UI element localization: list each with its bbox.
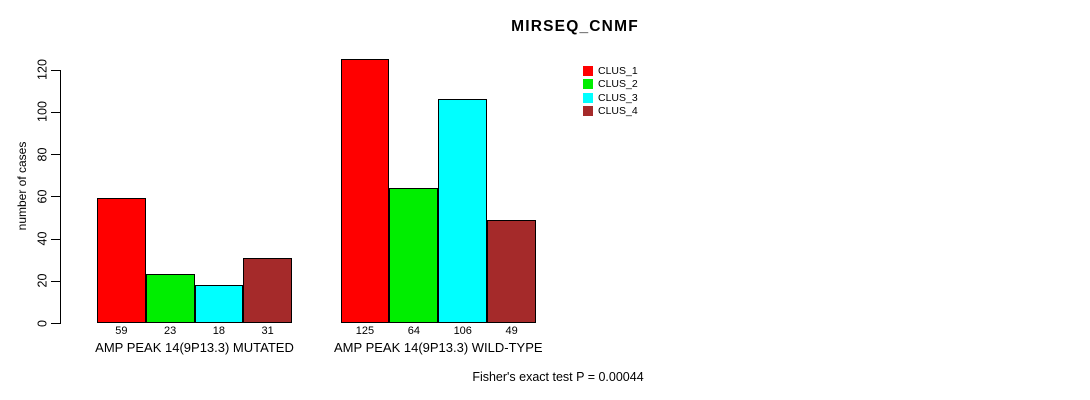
- legend-item: CLUS_4: [583, 106, 638, 116]
- y-axis-tick-label: 80: [35, 147, 50, 162]
- bar: [340, 59, 390, 323]
- fisher-test-annotation: Fisher's exact test P = 0.00044: [472, 370, 644, 384]
- y-axis-tick: [51, 238, 60, 240]
- legend-item: CLUS_2: [583, 78, 638, 91]
- bar-value-label: 49: [505, 325, 518, 337]
- y-axis-tick: [51, 280, 60, 282]
- y-axis-tick-label: 120: [35, 59, 50, 81]
- bar: [194, 285, 244, 323]
- legend-swatch-icon: [583, 92, 593, 103]
- legend-swatch-icon: [583, 79, 593, 90]
- bar-value-label: 59: [115, 325, 128, 337]
- legend-swatch-icon: [583, 105, 593, 116]
- group-label: AMP PEAK 14(9P13.3) WILD-TYPE: [334, 340, 543, 355]
- bar-value-label: 64: [407, 325, 420, 337]
- bar-value-label: 106: [453, 325, 472, 337]
- y-axis-tick-label: 0: [35, 319, 50, 327]
- legend: CLUS_1 CLUS_2 CLUS_3 CLUS_4: [583, 66, 638, 119]
- chart-title: MIRSEQ_CNMF: [511, 18, 639, 35]
- legend-label: CLUS_3: [598, 91, 638, 104]
- y-axis-label: number of cases: [15, 141, 29, 231]
- legend-label: CLUS_4: [598, 104, 638, 117]
- y-axis-tick: [51, 323, 60, 324]
- bar: [145, 274, 195, 323]
- y-axis-line: [60, 69, 61, 324]
- legend-item: CLUS_3: [583, 91, 638, 104]
- legend-item: CLUS_1: [583, 66, 638, 76]
- bar: [438, 99, 488, 323]
- y-axis-tick: [51, 69, 60, 71]
- y-axis-tick-label: 100: [35, 101, 50, 123]
- group-label: AMP PEAK 14(9P13.3) MUTATED: [95, 340, 294, 355]
- bar-value-label: 31: [261, 325, 274, 337]
- y-axis-tick: [51, 154, 60, 156]
- bar-value-label: 23: [164, 325, 177, 337]
- bar: [389, 187, 439, 323]
- y-axis-tick: [51, 196, 60, 198]
- legend-swatch-icon: [583, 66, 593, 76]
- y-axis-tick-label: 40: [35, 231, 50, 246]
- bar: [487, 219, 537, 323]
- bar-value-label: 125: [355, 325, 375, 337]
- y-axis-tick-label: 20: [35, 273, 50, 288]
- y-axis-tick-label: 60: [35, 189, 50, 204]
- bar-value-label: 18: [212, 325, 225, 337]
- y-axis-tick: [51, 111, 60, 113]
- bar: [243, 257, 292, 323]
- legend-label: CLUS_2: [598, 78, 638, 91]
- legend-label: CLUS_1: [598, 65, 638, 77]
- bar: [97, 198, 146, 323]
